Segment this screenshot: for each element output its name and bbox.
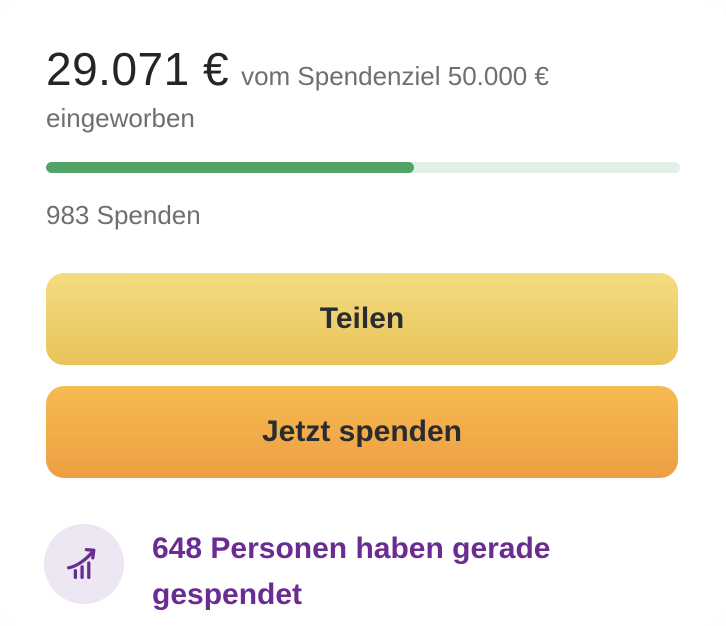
donation-count: 983 Spenden: [46, 199, 201, 230]
share-button[interactable]: Teilen: [46, 272, 678, 365]
progress-bar-track: [46, 161, 680, 173]
progress-bar-fill: [46, 161, 415, 173]
recent-donors-message: 648 Personen haben gerade gespendet: [152, 531, 551, 612]
recent-activity-row: 648 Personen haben gerade gespendet: [44, 523, 680, 619]
fundraising-header: 29.071 € vom Spendenziel 50.000 €: [46, 44, 680, 95]
raised-suffix: eingeworben: [46, 102, 195, 133]
activity-icon-circle: [44, 523, 124, 604]
amount-raised: 29.071 €: [46, 43, 230, 95]
donate-now-button[interactable]: Jetzt spenden: [46, 385, 678, 478]
goal-text: vom Spendenziel 50.000 €: [241, 61, 549, 91]
trending-up-icon: [67, 547, 96, 579]
